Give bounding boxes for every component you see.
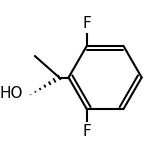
Text: F: F <box>82 16 91 31</box>
Text: F: F <box>82 124 91 139</box>
Text: HO: HO <box>0 86 23 101</box>
